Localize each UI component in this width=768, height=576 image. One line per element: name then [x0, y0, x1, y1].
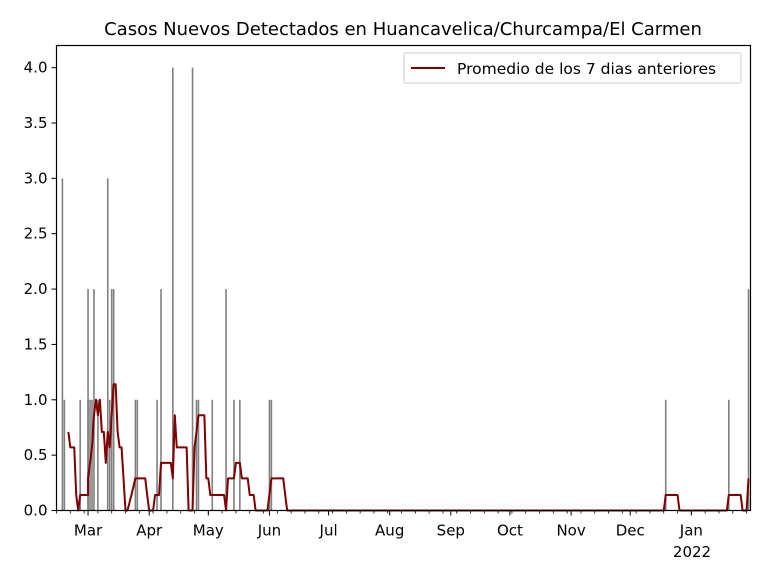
y-tick-label: 0.5	[24, 446, 48, 464]
x-tick-label: Oct	[497, 522, 523, 540]
bar	[239, 399, 241, 511]
y-tick-label: 0.0	[24, 502, 48, 520]
y-tick-label: 2.5	[24, 225, 48, 243]
x-tick-label: Mar	[74, 522, 103, 540]
bar	[233, 399, 235, 511]
bar	[728, 399, 730, 511]
x-year-label: 2022	[673, 543, 711, 561]
bar	[211, 399, 214, 511]
bar	[93, 289, 95, 511]
y-tick-label: 1.5	[24, 335, 48, 353]
x-tick-label: Sep	[437, 522, 465, 540]
bar	[61, 178, 64, 511]
bar	[195, 399, 198, 511]
x-tick-label: Dec	[616, 522, 645, 540]
bar	[160, 289, 162, 511]
x-tick-label: Nov	[556, 522, 585, 540]
bar	[268, 399, 271, 511]
bar	[225, 289, 227, 511]
legend: Promedio de los 7 dias anteriores	[403, 52, 742, 84]
series-line	[67, 383, 750, 512]
bar	[197, 399, 200, 511]
x-tick-label: Aug	[375, 522, 404, 540]
y-axis: 0.0 0.5 1.0 1.5 2.0 2.5 3.0 3.5 4.0	[24, 59, 57, 520]
y-tick-label: 1.0	[24, 391, 48, 409]
bar	[191, 67, 194, 511]
y-tick-label: 3.0	[24, 169, 48, 187]
x-tick-label: May	[193, 522, 224, 540]
y-tick-label: 4.0	[24, 59, 48, 77]
plot-frame	[55, 44, 752, 512]
x-tick-label: Jul	[319, 522, 338, 540]
bar	[270, 399, 273, 511]
legend-box	[403, 52, 742, 84]
bar	[106, 178, 109, 511]
y-tick-label: 2.0	[24, 280, 48, 298]
x-tick-label: Jan	[679, 522, 703, 540]
bar	[156, 399, 158, 511]
x-tick-label: Apr	[136, 522, 163, 540]
x-tick-label: Jun	[257, 522, 281, 540]
line-layer	[67, 383, 750, 512]
bar	[172, 67, 174, 511]
bar	[87, 289, 89, 511]
bar	[747, 289, 750, 511]
x-axis: Mar Apr May Jun Jul Aug Sep Oct Nov Dec Jan	[56, 510, 747, 540]
chart-title: Casos Nuevos Detectados en Huancavelica/…	[104, 19, 702, 40]
legend-label: Promedio de los 7 dias anteriores	[457, 60, 716, 78]
bar	[63, 399, 66, 511]
bar	[664, 399, 667, 511]
bar	[79, 399, 81, 511]
bar	[97, 399, 99, 511]
y-tick-label: 3.5	[24, 114, 48, 132]
bar	[134, 399, 137, 511]
bar	[108, 399, 111, 511]
bar	[136, 399, 139, 511]
